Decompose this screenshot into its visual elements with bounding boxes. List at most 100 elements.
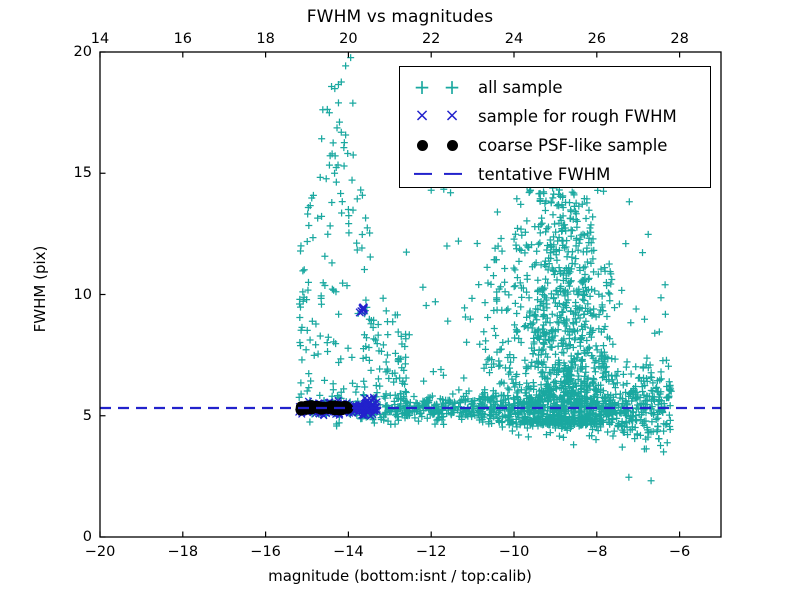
data-point-x	[359, 303, 368, 313]
data-point-plus	[328, 392, 336, 400]
data-point-plus	[541, 207, 549, 215]
data-point-plus	[623, 423, 631, 431]
data-point-plus	[588, 312, 596, 320]
data-point-plus	[553, 276, 561, 284]
data-point-plus	[559, 241, 567, 249]
data-point-plus	[299, 297, 307, 305]
data-point-plus	[400, 393, 408, 401]
data-point-plus	[568, 227, 576, 235]
data-point-plus	[517, 303, 525, 311]
x-tick-label-bottom: −16	[250, 544, 281, 560]
data-point-plus	[536, 239, 544, 247]
data-point-plus	[655, 397, 663, 405]
data-point-plus	[524, 433, 532, 441]
x-axis-label: magnitude (bottom:isnt / top:calib)	[268, 567, 532, 585]
data-point-plus	[497, 345, 505, 353]
data-point-plus	[479, 399, 487, 407]
data-point-plus	[621, 408, 629, 416]
data-point-plus	[376, 365, 384, 373]
data-point-plus	[627, 389, 635, 397]
data-point-plus	[304, 210, 312, 218]
data-point-plus	[484, 279, 492, 287]
legend-item-dashed-line[interactable]: tentative FWHM	[400, 159, 712, 189]
data-point-plus	[554, 200, 562, 208]
data-point-plus	[537, 298, 545, 306]
legend-item-x[interactable]: × × sample for rough FWHM	[400, 101, 712, 131]
data-point-plus	[536, 195, 544, 203]
data-point-plus	[570, 408, 578, 416]
data-point-plus	[410, 392, 418, 400]
data-point-plus	[495, 362, 503, 370]
legend: + + all sample × × sample for rough FWHM coars…	[399, 66, 711, 188]
data-point-plus	[501, 288, 509, 296]
data-point-plus	[374, 375, 382, 383]
legend-item-dot[interactable]: coarse PSF-like sample	[400, 130, 712, 160]
data-point-x	[363, 404, 371, 412]
data-point-plus	[308, 317, 316, 325]
data-point-plus	[328, 259, 336, 267]
data-point-plus	[647, 369, 655, 377]
data-point-plus	[296, 303, 304, 311]
data-point-plus	[432, 400, 440, 408]
data-point-plus	[295, 393, 303, 401]
data-point-plus	[604, 289, 612, 297]
data-point-plus	[391, 391, 399, 399]
data-point-plus	[307, 377, 315, 385]
data-point-plus	[568, 260, 576, 268]
data-point-plus	[644, 429, 652, 437]
data-point-plus	[548, 328, 556, 336]
dot-icon	[416, 139, 428, 151]
data-point-plus	[599, 307, 607, 315]
data-point-plus	[599, 360, 607, 368]
data-point-plus	[317, 294, 325, 302]
data-point-plus	[587, 333, 595, 341]
data-point-plus	[531, 362, 539, 370]
data-point-plus	[510, 235, 518, 243]
data-point-plus	[362, 296, 370, 304]
x-tick-label-bottom: −12	[415, 544, 447, 560]
data-point-plus	[498, 247, 506, 255]
data-point-plus	[652, 416, 660, 424]
data-point-plus	[545, 260, 553, 268]
data-point-plus	[303, 237, 311, 245]
data-point-plus	[328, 199, 336, 207]
data-point-plus	[577, 365, 585, 373]
data-point-plus	[527, 394, 535, 402]
data-point-plus	[504, 392, 512, 400]
data-point-plus	[597, 355, 605, 363]
data-point-plus	[524, 407, 532, 415]
data-point-plus	[374, 320, 382, 328]
data-point-plus	[475, 411, 483, 419]
data-point-plus	[633, 394, 641, 402]
data-point-plus	[533, 247, 541, 255]
data-point-plus	[619, 381, 627, 389]
data-point-plus	[329, 380, 337, 388]
data-point-x	[360, 399, 369, 408]
data-point-plus	[594, 427, 602, 435]
data-point-plus	[493, 288, 501, 296]
data-point-plus	[594, 270, 602, 278]
x-tick-label-top: 22	[421, 31, 441, 47]
data-point-plus	[563, 288, 571, 296]
data-point-plus	[578, 332, 586, 340]
data-point-plus	[353, 246, 361, 254]
data-point-plus	[661, 310, 669, 318]
data-point-plus	[592, 342, 600, 350]
data-point-plus	[628, 397, 636, 405]
data-point-plus	[544, 353, 552, 361]
data-point-plus	[530, 338, 538, 346]
data-point-plus	[582, 368, 590, 376]
data-point-plus	[571, 207, 579, 215]
data-point-plus	[588, 352, 596, 360]
data-point-plus	[605, 416, 613, 424]
data-point-plus	[534, 333, 542, 341]
data-point-plus	[561, 320, 569, 328]
data-point-plus	[328, 82, 336, 90]
data-point-plus	[511, 334, 519, 342]
data-point-plus	[549, 393, 557, 401]
legend-item-plus[interactable]: + + all sample	[400, 72, 712, 102]
data-point-plus	[643, 377, 651, 385]
data-point-plus	[546, 249, 554, 257]
data-point-plus	[420, 377, 428, 385]
data-point-plus	[382, 411, 390, 419]
